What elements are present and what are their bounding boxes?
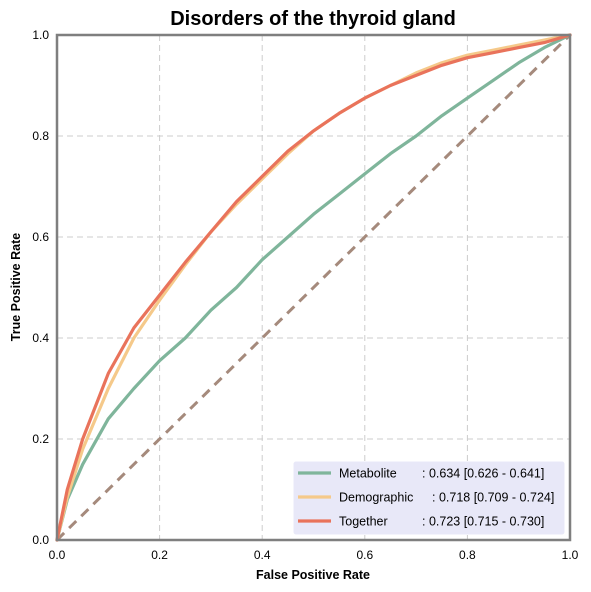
legend-label-metabolite: Metabolite [339,467,397,481]
x-tick-label: 1.0 [562,548,579,562]
x-tick-label: 0.4 [254,548,271,562]
legend-auc-demographic: : 0.718 [0.709 - 0.724] [432,491,554,505]
x-tick-labels: 0.0 0.2 0.4 0.6 0.8 1.0 [49,548,579,562]
x-tick-label: 0.0 [49,548,66,562]
legend: Metabolite : 0.634 [0.626 - 0.641] Demogra… [294,462,564,534]
legend-label-demographic: Demographic [339,491,413,505]
y-tick-label: 0.8 [32,129,49,143]
x-tick-label: 0.8 [459,548,476,562]
x-tick-label: 0.6 [356,548,373,562]
legend-auc-metabolite: : 0.634 [0.626 - 0.641] [422,467,544,481]
y-tick-label: 0.6 [32,230,49,244]
chart-title: Disorders of the thyroid gland [170,8,456,30]
y-tick-labels: 0.0 0.2 0.4 0.6 0.8 1.0 [32,28,49,547]
y-tick-label: 0.0 [32,533,49,547]
x-tick-label: 0.2 [151,548,168,562]
y-tick-label: 0.2 [32,432,49,446]
x-axis-label: False Positive Rate [256,568,370,582]
y-tick-label: 0.4 [32,331,49,345]
y-tick-label: 1.0 [32,28,49,42]
y-axis-label: True Positive Rate [9,233,23,341]
legend-label-together: Together [339,515,388,529]
legend-auc-together: : 0.723 [0.715 - 0.730] [422,515,544,529]
